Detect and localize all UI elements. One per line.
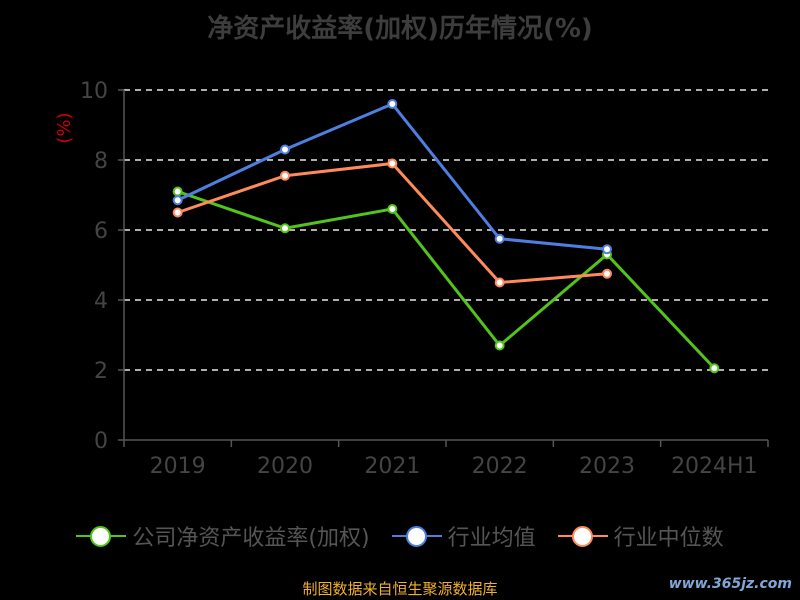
legend-label-company: 公司净资产收益率(加权) (132, 526, 370, 551)
legend-item-company[interactable]: 公司净资产收益率(加权) (76, 520, 370, 552)
legend-dot-company (90, 526, 112, 547)
data-point[interactable] (602, 244, 612, 255)
y-tick-label: 8 (94, 149, 108, 174)
data-point[interactable] (494, 277, 505, 288)
series-line-1 (177, 102, 608, 251)
y-tick-label: 0 (94, 429, 108, 454)
data-point[interactable] (494, 233, 505, 244)
legend: 公司净资产收益率(加权) 行业均值 行业中位数 (0, 520, 800, 552)
x-tick-label: 2022 (472, 454, 528, 479)
data-point[interactable] (172, 207, 183, 218)
source-note: 制图数据来自恒生聚源数据库 (302, 580, 498, 598)
data-point[interactable] (602, 268, 612, 279)
x-tick-label: 2019 (150, 454, 206, 479)
data-point[interactable] (280, 170, 290, 181)
x-tick-label: 2021 (364, 454, 420, 479)
grid-lines (124, 89, 768, 371)
y-axis-label: (%) (54, 112, 75, 143)
data-point[interactable] (172, 186, 183, 197)
series-line-0 (177, 190, 716, 370)
data-point[interactable] (172, 195, 183, 206)
data-point[interactable] (387, 204, 398, 214)
watermark: www.365jz.com (668, 576, 792, 592)
legend-dot-industry-median (571, 526, 593, 547)
series-line-2 (177, 162, 608, 284)
legend-marker-company (76, 525, 127, 547)
y-tick-label: 2 (94, 359, 108, 384)
legend-marker-industry-average (391, 525, 442, 547)
x-tick-label: 2023 (579, 454, 635, 479)
series-lines (172, 99, 720, 374)
y-tick-label: 4 (94, 289, 108, 314)
legend-label-industry-average: 行业均值 (447, 526, 536, 551)
data-point[interactable] (280, 144, 290, 155)
data-point[interactable] (709, 363, 720, 374)
data-point[interactable] (387, 158, 398, 169)
legend-label-industry-median: 行业中位数 (613, 526, 724, 551)
data-point[interactable] (280, 223, 290, 234)
legend-item-industry-average[interactable]: 行业均值 (391, 520, 536, 552)
data-point[interactable] (387, 99, 398, 109)
y-tick-label: 6 (94, 219, 108, 244)
legend-marker-industry-median (557, 525, 608, 547)
chart-title: 净资产收益率(加权)历年情况(%) (207, 14, 593, 44)
y-tick-label: 10 (80, 79, 108, 104)
axes: 0 2 4 6 8 10 2019 2020 2021 2022 2023 2024H1 (80, 79, 769, 479)
data-point[interactable] (494, 340, 505, 351)
legend-dot-industry-average (405, 526, 427, 547)
x-tick-label: 2024H1 (671, 454, 758, 479)
x-tick-label: 2020 (257, 454, 313, 479)
legend-item-industry-median[interactable]: 行业中位数 (557, 520, 724, 552)
